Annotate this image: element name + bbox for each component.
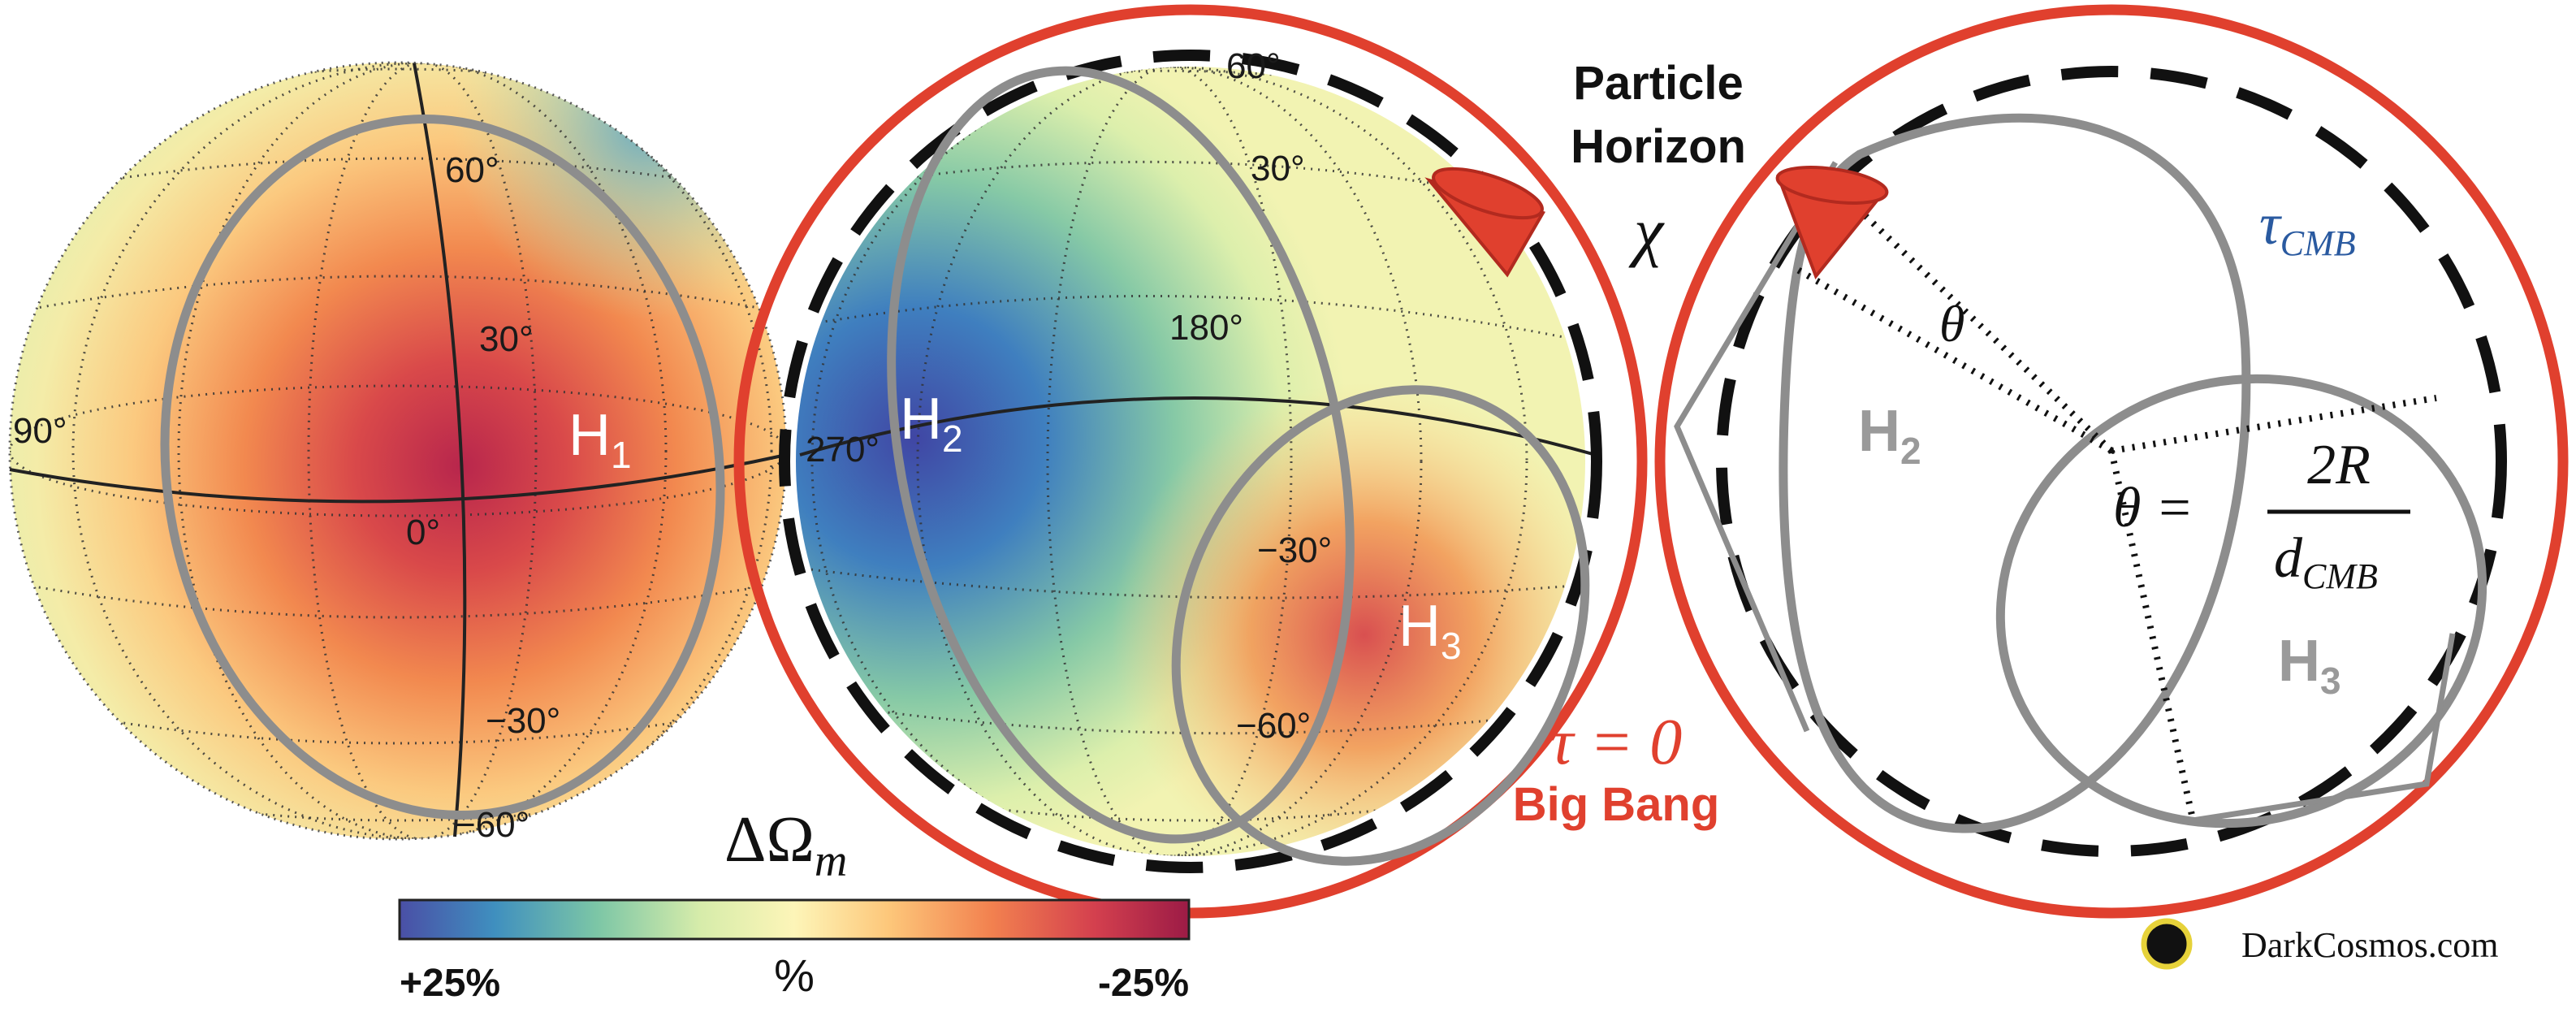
globe-h2-tick-60: 60° xyxy=(1226,46,1281,86)
schematic-tau-cmb-label: τCMB xyxy=(2259,192,2356,263)
equation-numerator: 2R xyxy=(2307,434,2371,496)
globe-h2-equator xyxy=(799,396,1597,457)
particle-horizon-chi: χ xyxy=(1628,194,1665,268)
globe-h1-tick-90: 90° xyxy=(13,411,67,451)
schematic-h2-label: H2 xyxy=(1858,399,1921,472)
colorbar-right-label: -25% xyxy=(1098,962,1189,1005)
colorbar: ΔΩm +25% % -25% xyxy=(398,804,1191,1005)
schematic-light-cone-left xyxy=(1674,161,1839,733)
horizon-outer-red-ring-1 xyxy=(733,4,1648,919)
schematic-light-cone-right xyxy=(2192,633,2456,824)
globe-h2-tick-30: 30° xyxy=(1251,149,1305,188)
globe-h1-tick-60: 60° xyxy=(445,150,499,190)
schematic-dotted-lines xyxy=(1793,193,2437,820)
globe-h1-label: H1 xyxy=(568,403,632,476)
globe-h1-tick-minus30: −30° xyxy=(486,701,560,741)
equation-denominator: dCMB xyxy=(2274,527,2378,596)
globe-h2-tick-minus60: −60° xyxy=(1236,706,1311,746)
globe-h1: 60° 30° 90° 0° −30° −60° H1 xyxy=(8,61,788,845)
colorbar-mid-label: % xyxy=(774,950,815,1001)
globe-h1-tick-30: 30° xyxy=(479,319,534,359)
particle-horizon-label-line1: Particle xyxy=(1573,57,1744,110)
schematic-diagram: θ τCMB H2 H3 θ = 2R dCMB xyxy=(1654,4,2569,919)
globe-h1-tick-0: 0° xyxy=(406,513,440,552)
globe-h2-label: H2 xyxy=(900,387,963,460)
horizon-h3-ring xyxy=(1171,385,1590,866)
globe-h2-tick-270: 270° xyxy=(806,430,880,470)
globe-h1-meridian xyxy=(413,63,467,837)
particle-horizon-label-line2: Horizon xyxy=(1571,120,1746,173)
colorbar-gradient xyxy=(398,898,1191,941)
globe-h2-graticule xyxy=(803,67,1584,856)
globe-h3-label: H3 xyxy=(1398,594,1462,667)
globe-h1-tick-minus60: −60° xyxy=(455,805,529,845)
schematic-theta-label: θ xyxy=(1939,295,1964,353)
schematic-h3-label: H3 xyxy=(2278,629,2341,702)
horizon-h1-ring xyxy=(160,115,725,820)
particle-horizon-dashed-ring-1 xyxy=(779,50,1602,873)
colorbar-title: ΔΩm xyxy=(724,804,847,886)
colorbar-left-label: +25% xyxy=(400,962,500,1005)
credit-dot-icon xyxy=(2141,918,2193,970)
globe-h2: 60° 30° 180° 270° −30° −60° H2 H3 xyxy=(733,4,1648,919)
horizon-outer-red-ring-2 xyxy=(1654,4,2569,919)
particle-horizon-dashed-ring-2 xyxy=(1716,66,2507,857)
globe-h2-tick-minus30: −30° xyxy=(1257,530,1332,570)
schematic-h2-ring xyxy=(1779,113,2251,833)
globe-h1-equator xyxy=(9,453,787,504)
credit-text: DarkCosmos.com xyxy=(2241,925,2499,965)
equation-lhs: θ = xyxy=(2113,477,2193,539)
angle-equation: θ = 2R dCMB xyxy=(2113,434,2410,596)
credit: DarkCosmos.com xyxy=(2141,918,2499,970)
globe-h2-tick-180: 180° xyxy=(1169,308,1243,348)
big-bang-tau-equation: τ = 0 xyxy=(1550,707,1683,778)
big-bang-label: Big Bang xyxy=(1513,778,1720,831)
schematic-h3-ring xyxy=(1995,374,2487,829)
